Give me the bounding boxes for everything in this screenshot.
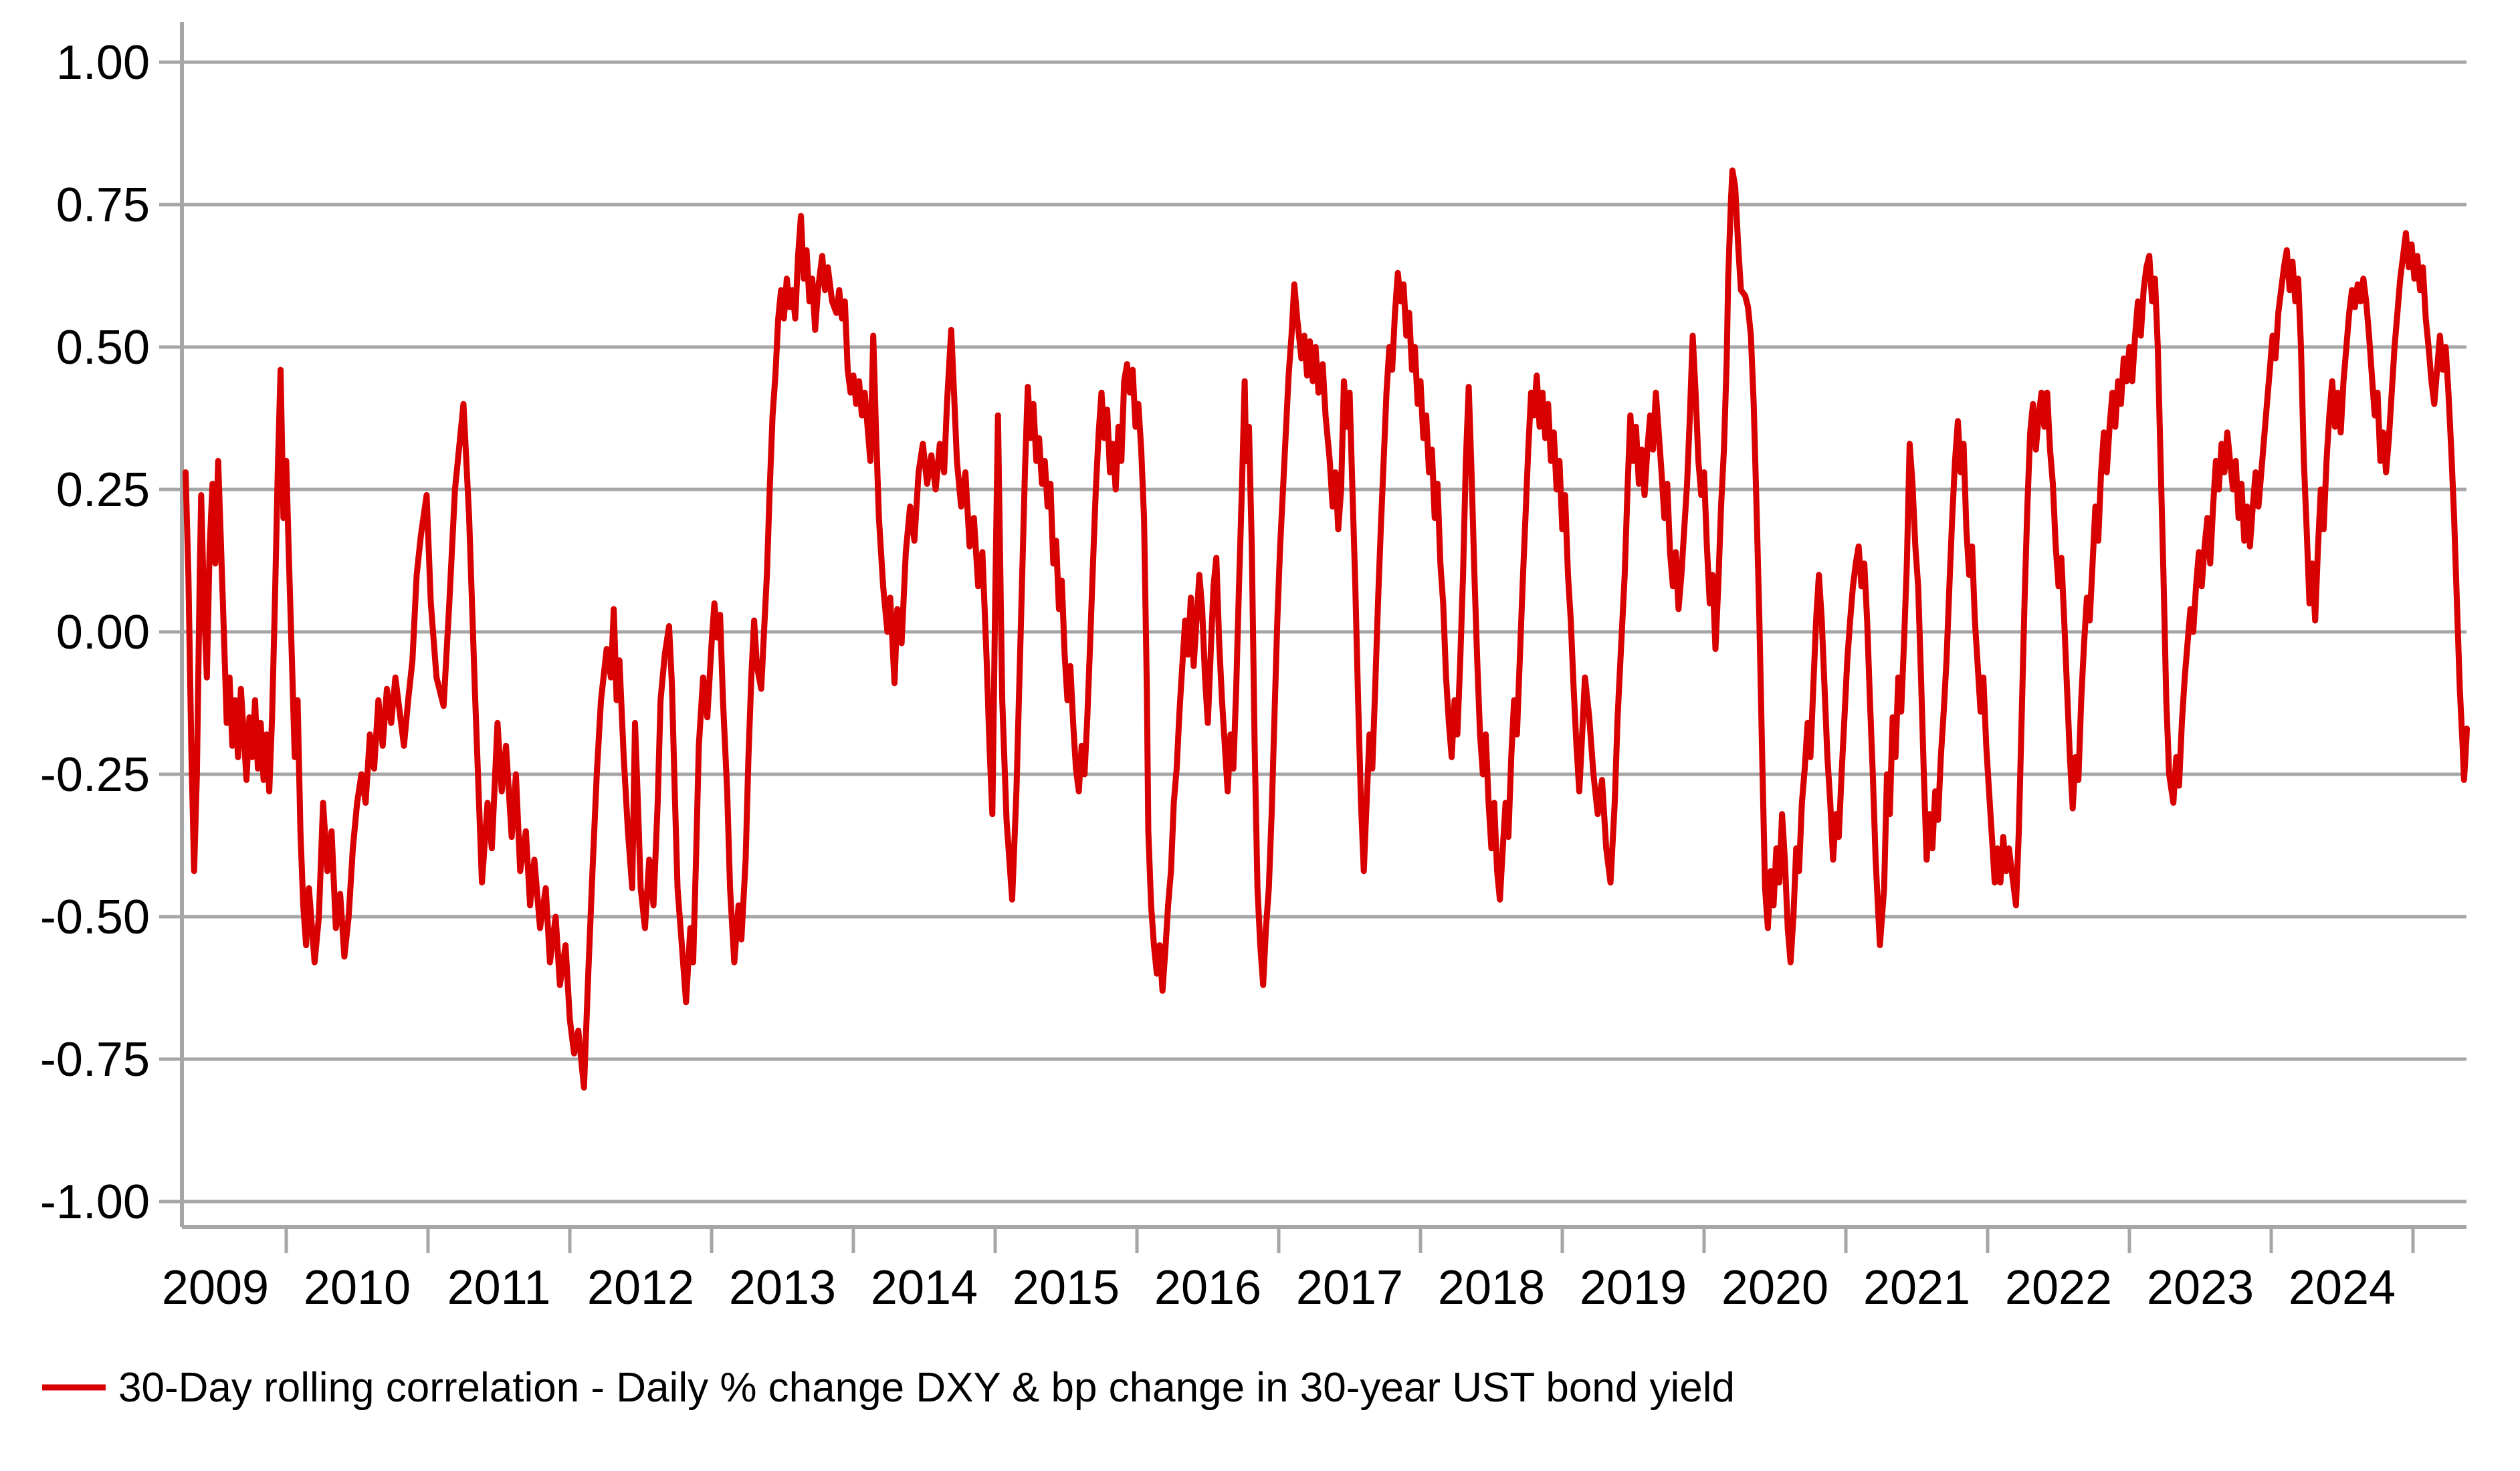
legend: 30-Day rolling correlation - Daily % cha… — [42, 1365, 1735, 1411]
y-tick-label: 0.25 — [56, 463, 150, 517]
y-tick-label: 0.00 — [56, 606, 150, 659]
x-tick-label: 2013 — [729, 1261, 836, 1315]
series-line-30day-rolling-correlation — [183, 167, 2471, 1091]
x-tick-label: 2020 — [1721, 1261, 1828, 1315]
y-tick-label: -0.25 — [40, 748, 150, 802]
y-axis-labels: 1.00 0.75 0.50 0.25 0.00 -0.25 -0.50 -0.75 -1.00 — [40, 36, 150, 1229]
x-tick-label: 2015 — [1013, 1261, 1120, 1315]
y-tick-label: 1.00 — [56, 36, 150, 90]
x-tick-label: 2022 — [2005, 1261, 2112, 1315]
legend-label: 30-Day rolling correlation - Daily % cha… — [118, 1365, 1735, 1411]
x-tick-label: 2014 — [871, 1261, 978, 1315]
x-tick-label: 2017 — [1296, 1261, 1403, 1315]
x-tick-label: 2024 — [2289, 1261, 2396, 1315]
x-tick-label: 2021 — [1863, 1261, 1970, 1315]
x-tick-label: 2019 — [1580, 1261, 1687, 1315]
x-tick-label: 2012 — [587, 1261, 694, 1315]
x-tick-label: 2016 — [1154, 1261, 1261, 1315]
x-tick-label: 2011 — [447, 1261, 551, 1315]
y-tick-label: -0.50 — [40, 891, 150, 944]
x-tick-label: 2010 — [304, 1261, 411, 1315]
y-tick-label: 0.50 — [56, 321, 150, 374]
y-tick-label: 0.75 — [56, 179, 150, 232]
x-axis-labels: 2009 2010 2011 2012 2013 2014 2015 2016 2017 2018… — [162, 1261, 2396, 1315]
y-tick-label: -1.00 — [40, 1175, 150, 1229]
x-tick-label: 2009 — [162, 1261, 269, 1315]
gridlines — [159, 60, 2466, 1204]
x-tick-label: 2023 — [2147, 1261, 2254, 1315]
y-tick-label: -0.75 — [40, 1033, 150, 1087]
x-tick-label: 2018 — [1438, 1261, 1545, 1315]
x-axis — [180, 22, 2466, 1253]
